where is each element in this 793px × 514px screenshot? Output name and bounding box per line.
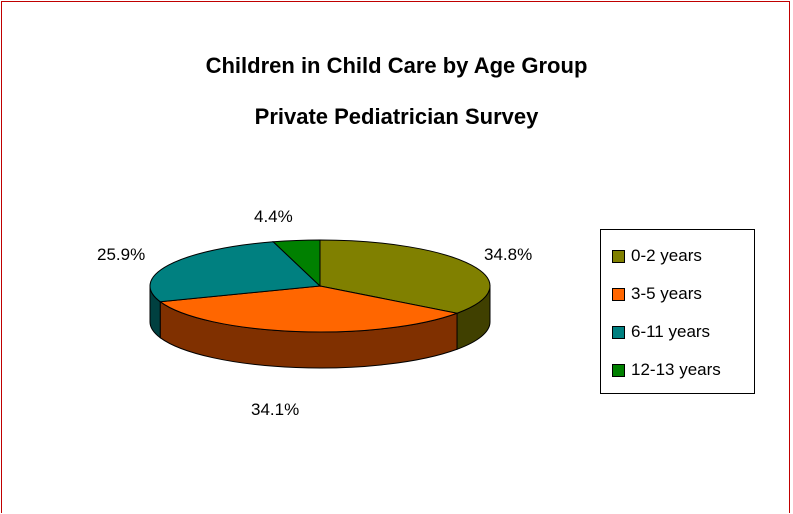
legend-swatch xyxy=(612,287,625,301)
legend-item-6-11-years: 6-11 years xyxy=(612,321,710,343)
legend-item-0-2-years: 0-2 years xyxy=(612,245,702,267)
legend-swatch xyxy=(612,249,625,263)
pie-slice-3-5-years xyxy=(158,285,459,333)
data-label-12-13-years: 4.4% xyxy=(254,207,293,226)
pie-slice-12-13-years xyxy=(272,239,321,288)
chart-subtitle: Private Pediatrician Survey xyxy=(254,104,539,129)
legend-swatch xyxy=(612,325,625,339)
legend-label: 0-2 years xyxy=(631,246,702,265)
chart-title: Children in Child Care by Age Group xyxy=(205,53,588,78)
legend-label: 6-11 years xyxy=(631,322,711,341)
legend-label: 12-13 years xyxy=(631,360,721,379)
legend-swatch xyxy=(612,363,625,377)
legend: 0-2 years 3-5 years 6-11 years 12-13 yea… xyxy=(600,229,755,394)
legend-label: 3-5 years xyxy=(631,284,702,303)
pie-slice-6-11-years xyxy=(149,241,322,303)
pie-slice-0-2-years xyxy=(319,239,491,314)
data-label-0-2-years: 34.8% xyxy=(484,245,533,264)
legend-item-12-13-years: 12-13 years xyxy=(612,359,721,381)
data-label-3-5-years: 34.1% xyxy=(251,400,300,419)
data-label-6-11-years: 25.9% xyxy=(97,245,146,264)
legend-item-3-5-years: 3-5 years xyxy=(612,283,702,305)
